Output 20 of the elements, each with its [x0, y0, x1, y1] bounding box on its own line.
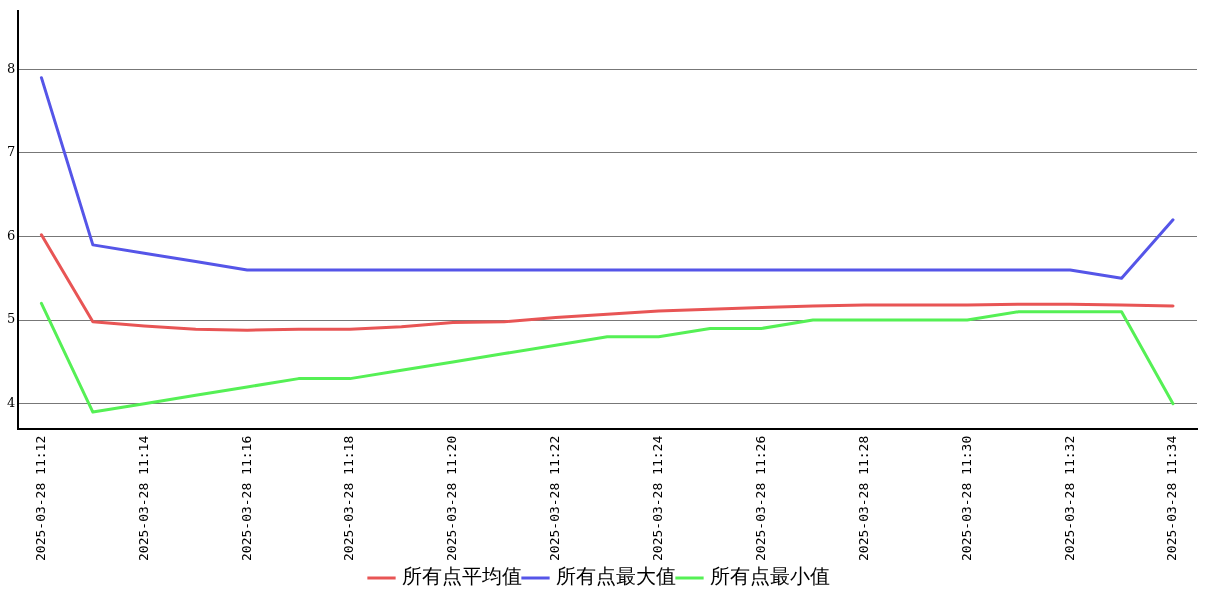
- y-tick-label: 5: [6, 311, 16, 327]
- y-tick-label: 7: [6, 144, 16, 160]
- x-tick-label: 2025-03-28 11:18: [341, 435, 357, 562]
- x-tick-label: 2025-03-28 11:22: [547, 435, 563, 562]
- x-tick-label: 2025-03-28 11:20: [444, 435, 460, 562]
- x-tick-label: 2025-03-28 11:34: [1164, 435, 1180, 562]
- y-tick-label: 4: [6, 395, 16, 411]
- x-tick-label: 2025-03-28 11:32: [1061, 435, 1077, 562]
- x-tick-label: 2025-03-28 11:16: [238, 435, 254, 562]
- x-tick-label: 2025-03-28 11:26: [752, 435, 768, 562]
- x-tick-label: 2025-03-28 11:12: [32, 435, 48, 562]
- legend-label: 所有点平均值: [401, 564, 522, 589]
- x-tick-label: 2025-03-28 11:14: [135, 435, 151, 562]
- y-tick-label: 8: [6, 60, 16, 76]
- y-tick-label: 6: [6, 227, 16, 243]
- x-tick-label: 2025-03-28 11:28: [855, 435, 871, 562]
- legend-label: 所有点最大值: [555, 564, 676, 589]
- x-tick-label: 2025-03-28 11:24: [650, 435, 666, 562]
- legend-label: 所有点最小值: [709, 564, 830, 589]
- x-tick-label: 2025-03-28 11:30: [958, 435, 974, 562]
